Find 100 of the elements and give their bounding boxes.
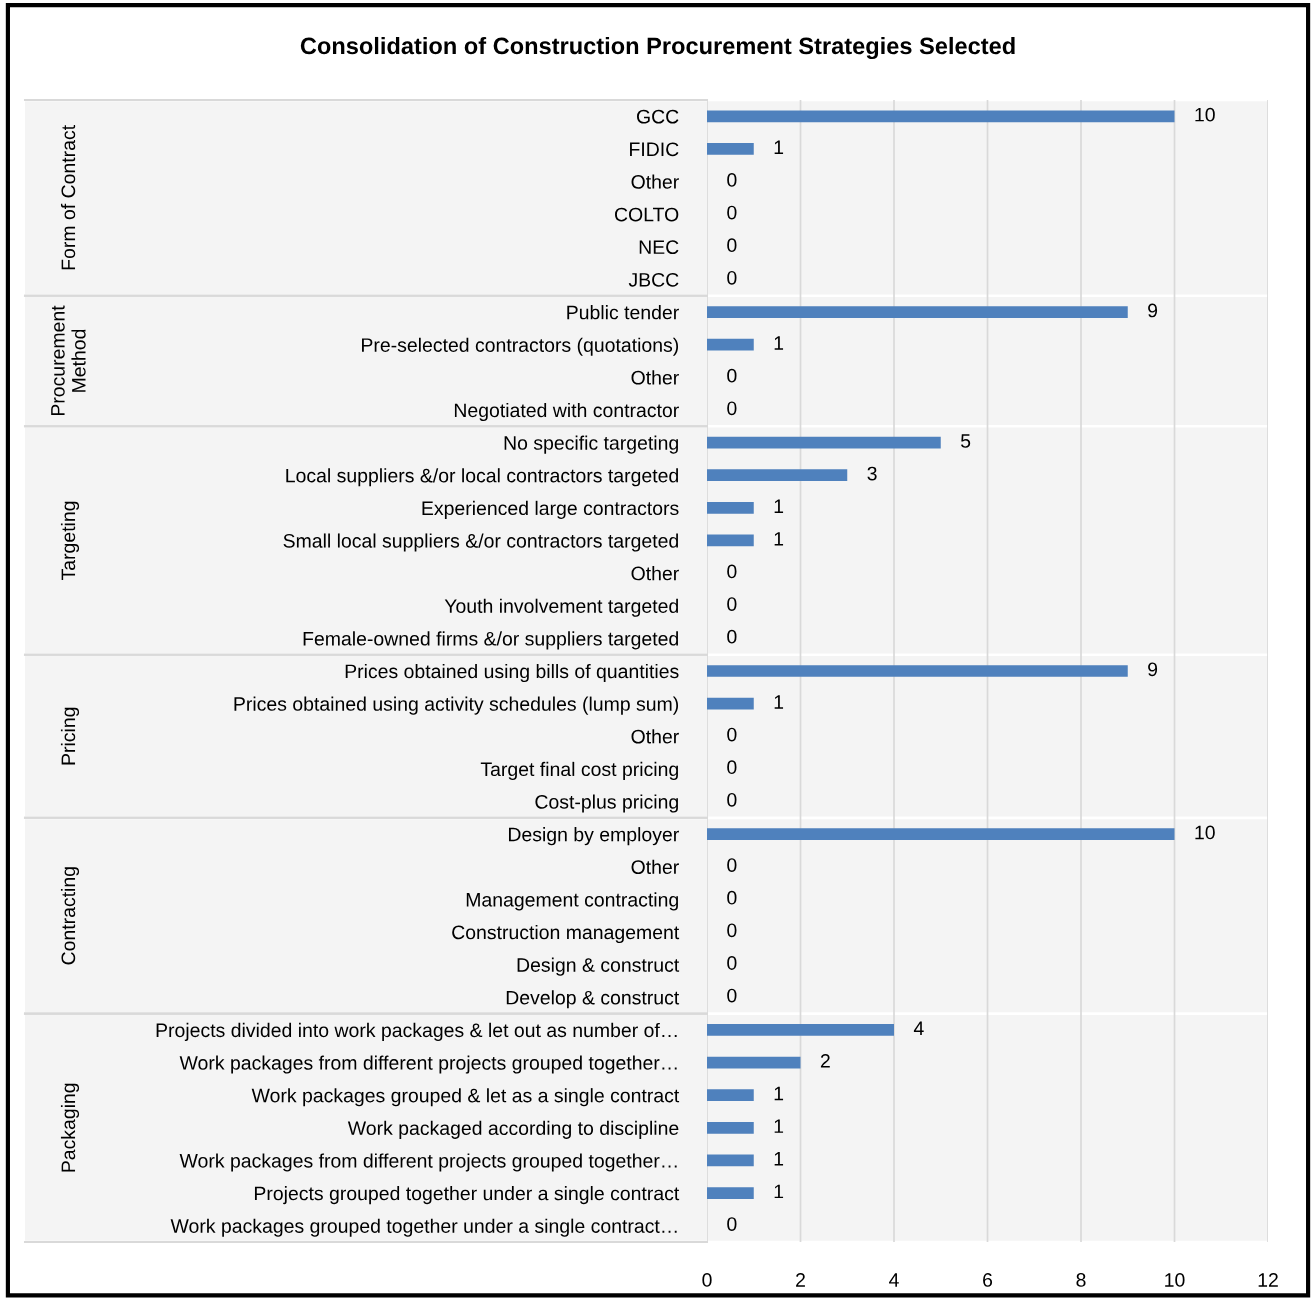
data-label: 0 (727, 792, 737, 807)
y-tick-label: Other (631, 859, 679, 875)
bar (707, 1089, 754, 1102)
bar (707, 110, 1175, 123)
data-label: 10 (1195, 825, 1215, 840)
x-tick-label: 4 (889, 1273, 899, 1287)
data-label: 1 (774, 1119, 784, 1133)
y-tick-label: JBCC (628, 272, 679, 287)
data-label: 1 (774, 1184, 784, 1199)
bar (707, 1024, 894, 1036)
band-label: Targeting (60, 501, 80, 581)
bar (707, 1187, 754, 1199)
x-tick-label: 10 (1165, 1273, 1185, 1287)
data-label: 3 (867, 466, 877, 481)
data-label: 4 (913, 1021, 924, 1035)
data-label: 0 (727, 238, 737, 253)
bar (707, 1056, 801, 1069)
y-tick-label: Public tender (567, 305, 679, 320)
y-tick-label: FIDIC (630, 142, 679, 157)
y-tick-label: Target final cost pricing (480, 761, 678, 780)
y-tick-label: Other (631, 729, 679, 744)
data-label: 0 (727, 858, 737, 872)
data-label: 0 (727, 890, 737, 905)
x-tick-label: 2 (796, 1273, 805, 1287)
y-tick-label: Prices obtained using activity schedules (lump sum) (234, 696, 679, 715)
x-tick-label: 12 (1258, 1273, 1278, 1287)
data-label: 0 (727, 173, 737, 187)
band-label: Packaging (60, 1083, 80, 1172)
y-tick-label: Work packages from different projects grouped together… (179, 1055, 677, 1074)
y-tick-label: Work packages from different projects grouped together… (179, 1153, 677, 1172)
data-label: 0 (727, 760, 737, 775)
bar (707, 1154, 754, 1167)
data-label: 0 (727, 401, 737, 416)
bar (707, 665, 1128, 677)
x-tick-label: 0 (702, 1273, 712, 1287)
y-tick-label: Work packages grouped & let as a single contract (251, 1088, 680, 1107)
data-label: 0 (727, 727, 737, 742)
y-tick-label: Cost-plus pricing (535, 794, 678, 813)
y-tick-label: Work packaged according to discipline (347, 1120, 679, 1139)
band-label: Procurement Method (51, 305, 86, 416)
chart-title: Consolidation of Construction Procurement Strategies Selected (300, 36, 1015, 60)
data-label: 1 (774, 336, 784, 350)
x-tick-label: 8 (1076, 1273, 1086, 1287)
bar (707, 501, 754, 514)
y-tick-label: Design & construct (517, 957, 680, 976)
y-tick-label: Other (631, 174, 679, 189)
y-tick-label: No specific targeting (504, 435, 678, 454)
y-tick-label: Youth involvement targeted (444, 598, 678, 617)
y-tick-label: Projects divided into work packages & let out as number of… (156, 1022, 677, 1041)
band-label: Form of Contract (60, 125, 76, 270)
y-tick-label: NEC (639, 240, 679, 255)
data-label: 1 (774, 140, 784, 154)
band-label: Pricing (60, 707, 80, 765)
y-tick-label: Prices obtained using bills of quantities (345, 663, 679, 683)
y-tick-label: Construction management (452, 924, 680, 944)
data-label: 0 (727, 564, 737, 579)
bar (707, 143, 754, 155)
y-tick-label: Other (631, 566, 679, 581)
y-tick-label: COLTO (615, 207, 679, 222)
bar (707, 469, 848, 482)
data-label: 0 (727, 368, 737, 383)
y-tick-label: Pre-selected contractors (quotations) (362, 337, 679, 356)
data-label: 1 (774, 499, 784, 513)
data-label: 0 (727, 629, 737, 644)
data-label: 1 (774, 532, 784, 546)
data-label: 5 (960, 434, 971, 448)
y-tick-label: Small local suppliers &/or contractors targeted (283, 533, 678, 552)
y-tick-label: Projects grouped together under a single contract (254, 1186, 680, 1205)
data-label: 0 (727, 1217, 737, 1231)
data-label: 9 (1148, 303, 1158, 318)
y-tick-label: Work packages grouped together under a single contract… (170, 1218, 677, 1237)
data-label: 9 (1148, 662, 1158, 677)
data-label: 2 (820, 1053, 830, 1068)
x-tick-label: 6 (983, 1273, 993, 1287)
y-tick-label: Management contracting (466, 892, 678, 911)
data-label: 0 (727, 205, 737, 220)
bar (707, 1121, 754, 1134)
y-tick-label: GCC (636, 109, 679, 124)
bar (707, 697, 754, 710)
y-tick-label: Develop & construct (506, 990, 680, 1009)
data-label: 0 (727, 988, 737, 1003)
bar (707, 828, 1175, 841)
data-label: 0 (727, 923, 737, 938)
data-label: 1 (774, 1086, 784, 1101)
data-label: 0 (727, 270, 737, 285)
data-label: 1 (774, 695, 784, 709)
data-label: 0 (727, 597, 737, 611)
y-tick-label: Experienced large contractors (422, 500, 679, 519)
data-label: 0 (727, 956, 737, 970)
y-tick-label: Other (631, 370, 679, 385)
y-tick-label: Design by employer (508, 827, 679, 846)
band-label: Contracting (60, 867, 80, 965)
bar (707, 306, 1128, 318)
data-label: 1 (774, 1152, 784, 1166)
y-tick-label: Local suppliers &/or local contractors targeted (286, 468, 678, 487)
y-tick-label: Female-owned firms &/or suppliers targeted (303, 631, 678, 650)
bar (707, 534, 754, 547)
y-tick-label: Negotiated with contractor (454, 402, 679, 422)
bar (707, 338, 754, 351)
bar (707, 436, 941, 449)
